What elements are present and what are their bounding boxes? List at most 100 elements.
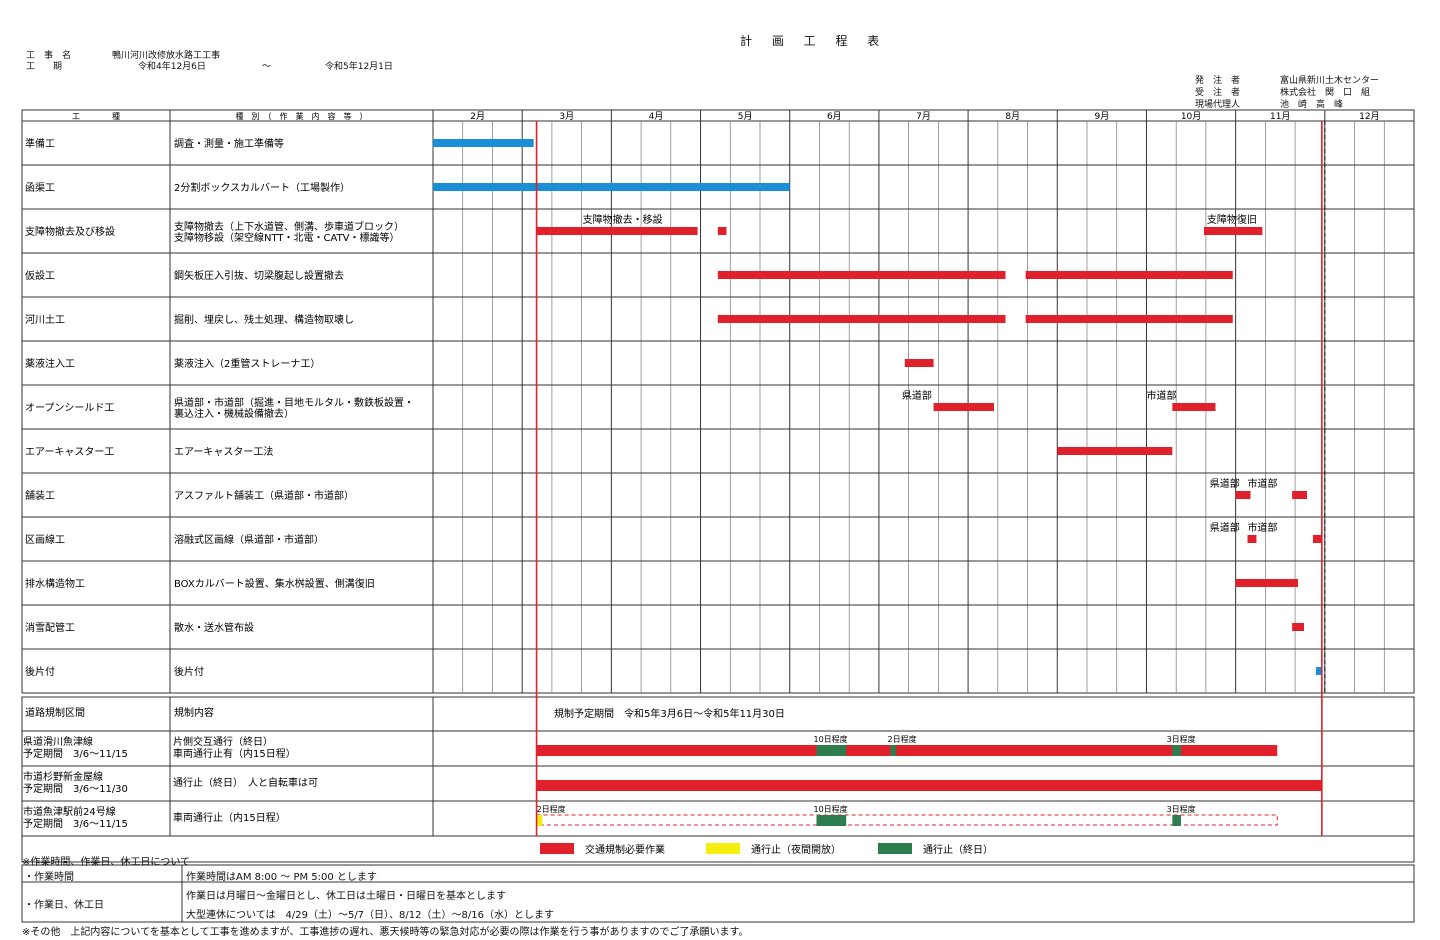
task-bar — [536, 227, 698, 235]
legend-frame — [21, 835, 1415, 863]
month-label: 4月 — [649, 111, 664, 122]
period-start: 令和4年12月6日 — [138, 62, 206, 72]
month-label: 9月 — [1094, 111, 1109, 122]
reg-row-name: 市道魚津駅前24号線 — [23, 805, 116, 818]
legend-swatch — [878, 843, 912, 854]
task-bar — [1025, 315, 1233, 323]
regulation-bar — [536, 780, 1322, 791]
task-bar — [1025, 271, 1233, 279]
task-bar — [1315, 667, 1322, 675]
month-label: 3月 — [559, 111, 574, 122]
agent-value: 池 崎 高 峰 — [1280, 100, 1344, 110]
notes-heading: ※作業時間、作業日、休工日について — [22, 857, 191, 868]
month-label: 10月 — [1181, 111, 1201, 122]
task-bar — [904, 359, 934, 367]
reg-row-detail: 車両通行止有（内15日程） — [173, 747, 296, 760]
row-detail: 後片付 — [174, 665, 204, 678]
contractor-value: 株式会社 関 口 組 — [1280, 88, 1371, 98]
contractor-label: 受 注 者 — [1195, 88, 1241, 98]
notes-frame — [21, 864, 1415, 923]
legend-label: 通行止（夜間開放） — [751, 843, 841, 856]
row-detail: 支障物撤去（上下水道管、側溝、歩車道ブロック） — [174, 220, 404, 233]
row-kind: エアーキャスター工 — [25, 446, 114, 458]
agent-label: 現場代理人 — [1195, 100, 1241, 110]
bar-label: 市道部 — [1146, 389, 1176, 402]
reg-bar-label: 10日程度 — [814, 804, 848, 814]
bar-label: 支障物復旧 — [1207, 213, 1257, 226]
reg-row-detail: 片側交互通行（終日） — [173, 735, 273, 748]
month-label: 11月 — [1270, 111, 1290, 122]
row-detail: アスファルト舗装工（県道部・市道部） — [174, 489, 354, 502]
footer-note: ※その他 上記内容についてを基本として工事を進めますが、工事進捗の遅れ、悪天候時… — [22, 927, 749, 938]
task-bar — [1235, 491, 1251, 499]
reg-bar-label: 2日程度 — [537, 804, 566, 814]
legend-label: 通行止（終日） — [923, 843, 993, 856]
month-label: 6月 — [827, 111, 842, 122]
days-text-1: 作業日は月曜日～金曜日とし、休工日は土曜日・日曜日を基本とします — [186, 891, 506, 902]
days-text-2: 大型連休については 4/29（土）～5/7（日）、8/12（土）～8/16（水）… — [186, 910, 554, 921]
task-bar — [1247, 535, 1257, 543]
regulation-bar — [536, 745, 1278, 756]
bar-label: 県道部 — [1210, 521, 1240, 534]
task-bar — [433, 139, 534, 147]
month-label: 7月 — [916, 111, 931, 122]
row-detail: 溶融式区画線（県道部・市道部） — [174, 533, 324, 546]
closure-bar — [1172, 815, 1181, 826]
legend-swatch — [706, 843, 740, 854]
task-bar — [1057, 447, 1173, 455]
row-kind: 薬液注入工 — [25, 357, 75, 370]
schedule-frame — [21, 109, 1415, 694]
reg-row-period: 予定期間 3/6～11/15 — [23, 817, 128, 830]
month-label: 5月 — [738, 111, 753, 122]
reg-header-kind: 道路規制区間 — [25, 706, 85, 719]
row-kind: 消雪配管工 — [25, 621, 75, 634]
project-value: 鴨川河川改修放水路工工事 — [112, 51, 221, 61]
row-detail: 調査・測量・施工準備等 — [174, 137, 284, 150]
row-detail: 鋼矢板圧入引抜、切梁腹起し設置撤去 — [174, 269, 344, 282]
row-kind: 後片付 — [25, 665, 55, 678]
month-label: 12月 — [1359, 111, 1379, 122]
row-kind: 区画線工 — [25, 533, 65, 546]
hours-text: 作業時間はAM 8:00 ～ PM 5:00 とします — [186, 872, 377, 883]
row-detail: 散水・送水管布設 — [174, 621, 254, 634]
task-bar — [1312, 535, 1322, 543]
row-detail: 県道部・市道部（掘進・目地モルタル・敷鉄板設置・ — [174, 396, 414, 409]
row-kind: 準備工 — [25, 137, 55, 150]
row-kind: オープンシールド工 — [25, 402, 114, 414]
col-header-kind: 工 種 — [72, 111, 120, 121]
reg-bar-label: 3日程度 — [1167, 804, 1196, 814]
days-label: ・作業日、休工日 — [24, 900, 104, 911]
task-bar — [933, 403, 994, 411]
reg-row-detail: 車両通行止（内15日程） — [173, 811, 286, 824]
reg-header-detail: 規制内容 — [174, 706, 214, 719]
row-kind: 支障物撤去及び移設 — [25, 225, 115, 238]
orderer-label: 発 注 者 — [1195, 76, 1241, 86]
period-tilde: ～ — [262, 62, 272, 72]
row-detail: 裏込注入・機械設備撤去） — [174, 407, 294, 420]
row-kind: 排水構造物工 — [25, 577, 85, 590]
task-bar — [717, 315, 1006, 323]
bar-label: 県道部 — [1210, 477, 1240, 490]
bar-label: 県道部 — [902, 389, 932, 402]
closure-bar — [816, 815, 847, 826]
bar-label: 市道部 — [1248, 521, 1278, 534]
reg-bar-label: 10日程度 — [814, 734, 848, 744]
row-detail: BOXカルバート設置、集水桝設置、側溝復旧 — [174, 577, 375, 590]
legend-swatch — [540, 843, 574, 854]
reg-header-period: 規制予定期間 令和5年3月6日～令和5年11月30日 — [554, 707, 785, 720]
night-open-bar — [536, 815, 543, 826]
closure-bar — [816, 745, 847, 756]
row-detail: 支障物移設（架空線NTT・北電・CATV・標識等） — [174, 231, 400, 244]
legend-label: 交通規制必要作業 — [585, 843, 665, 856]
row-kind: 舗装工 — [25, 489, 55, 502]
month-label: 2月 — [470, 111, 485, 122]
task-bar — [717, 271, 1006, 279]
reg-bar-label: 2日程度 — [888, 734, 917, 744]
task-bar — [1292, 491, 1307, 499]
month-label: 8月 — [1005, 111, 1020, 122]
hours-label: ・作業時間 — [24, 872, 74, 883]
regulation-bar-dashed — [536, 814, 1278, 826]
period-label: 工 期 — [26, 62, 63, 72]
period-end: 令和5年12月1日 — [325, 62, 393, 72]
